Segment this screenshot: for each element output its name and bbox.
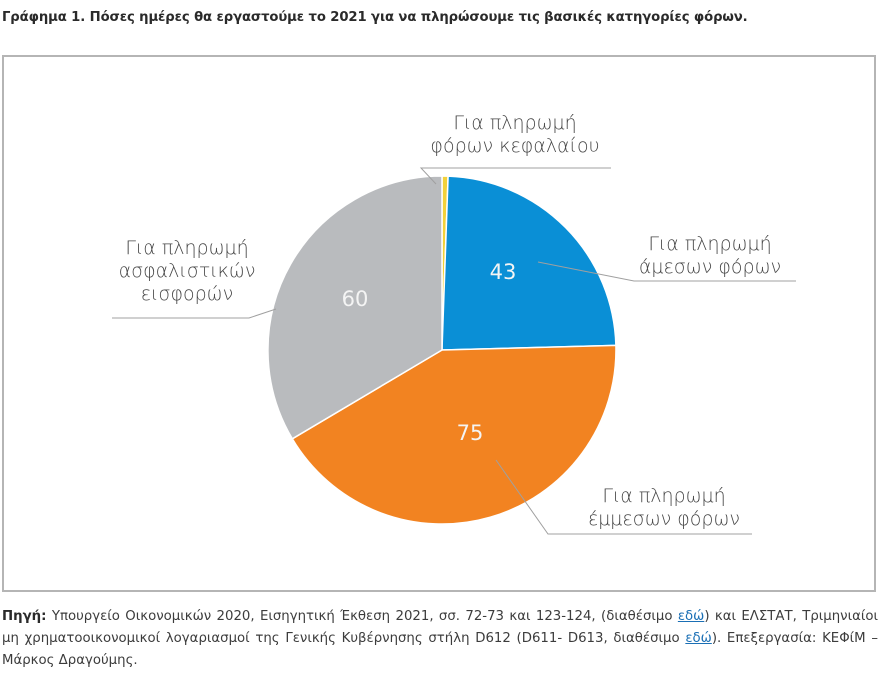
label-indirect-taxes: Για πληρωμή έμμεσων φόρων bbox=[564, 485, 764, 531]
label-social-contributions: Για πληρωμή ασφαλιστικών εισφορών bbox=[92, 237, 282, 306]
label-line: εισφορών bbox=[140, 283, 234, 305]
leader-line-direct bbox=[537, 261, 796, 282]
source-link-2[interactable]: εδώ bbox=[685, 631, 712, 646]
label-line: Για πληρωμή bbox=[453, 112, 577, 134]
source-text-1: Υπουργείο Οικονομικών 2020, Εισηγητική Έ… bbox=[46, 609, 678, 624]
value-label-indirect: 75 bbox=[456, 421, 484, 445]
source-link-1[interactable]: εδώ bbox=[677, 609, 705, 624]
label-line: Για πληρωμή bbox=[602, 485, 726, 507]
label-line: άμεσων φόρων bbox=[638, 256, 782, 278]
label-line: φόρων κεφαλαίου bbox=[430, 135, 600, 157]
leader-line-social bbox=[112, 308, 277, 319]
slice-indirect-taxes bbox=[291, 344, 617, 525]
label-line: έμμεσων φόρων bbox=[587, 508, 741, 530]
value-label-direct: 43 bbox=[489, 260, 517, 284]
label-direct-taxes: Για πληρωμή άμεσων φόρων bbox=[615, 233, 805, 279]
chart-title: Γράφημα 1. Πόσες ημέρες θα εργαστούμε το… bbox=[2, 10, 748, 25]
source-text-3: ). Επεξεργασία: ΚΕΦίΜ – Μάρκος Δραγούμης… bbox=[2, 631, 878, 668]
label-line: Για πληρωμή bbox=[648, 233, 772, 255]
leader-line-capital bbox=[419, 167, 611, 185]
source-note: Πηγή: Υπουργείο Οικονομικών 2020, Εισηγη… bbox=[2, 606, 878, 672]
label-line: ασφαλιστικών bbox=[118, 260, 256, 282]
value-label-social: 60 bbox=[341, 287, 369, 311]
leader-line-indirect bbox=[495, 459, 752, 535]
slice-direct-taxes bbox=[441, 175, 617, 351]
label-line: Για πληρωμή bbox=[125, 237, 249, 259]
slice-social-contributions bbox=[267, 175, 443, 440]
label-capital-taxes: Για πληρωμή φόρων κεφαλαίου bbox=[405, 112, 625, 158]
source-text-2: ) και ΕΛΣΤΑΤ, Τριμηνιαίοι μη χρηματοοικο… bbox=[2, 609, 878, 646]
source-prefix: Πηγή: bbox=[2, 609, 47, 624]
